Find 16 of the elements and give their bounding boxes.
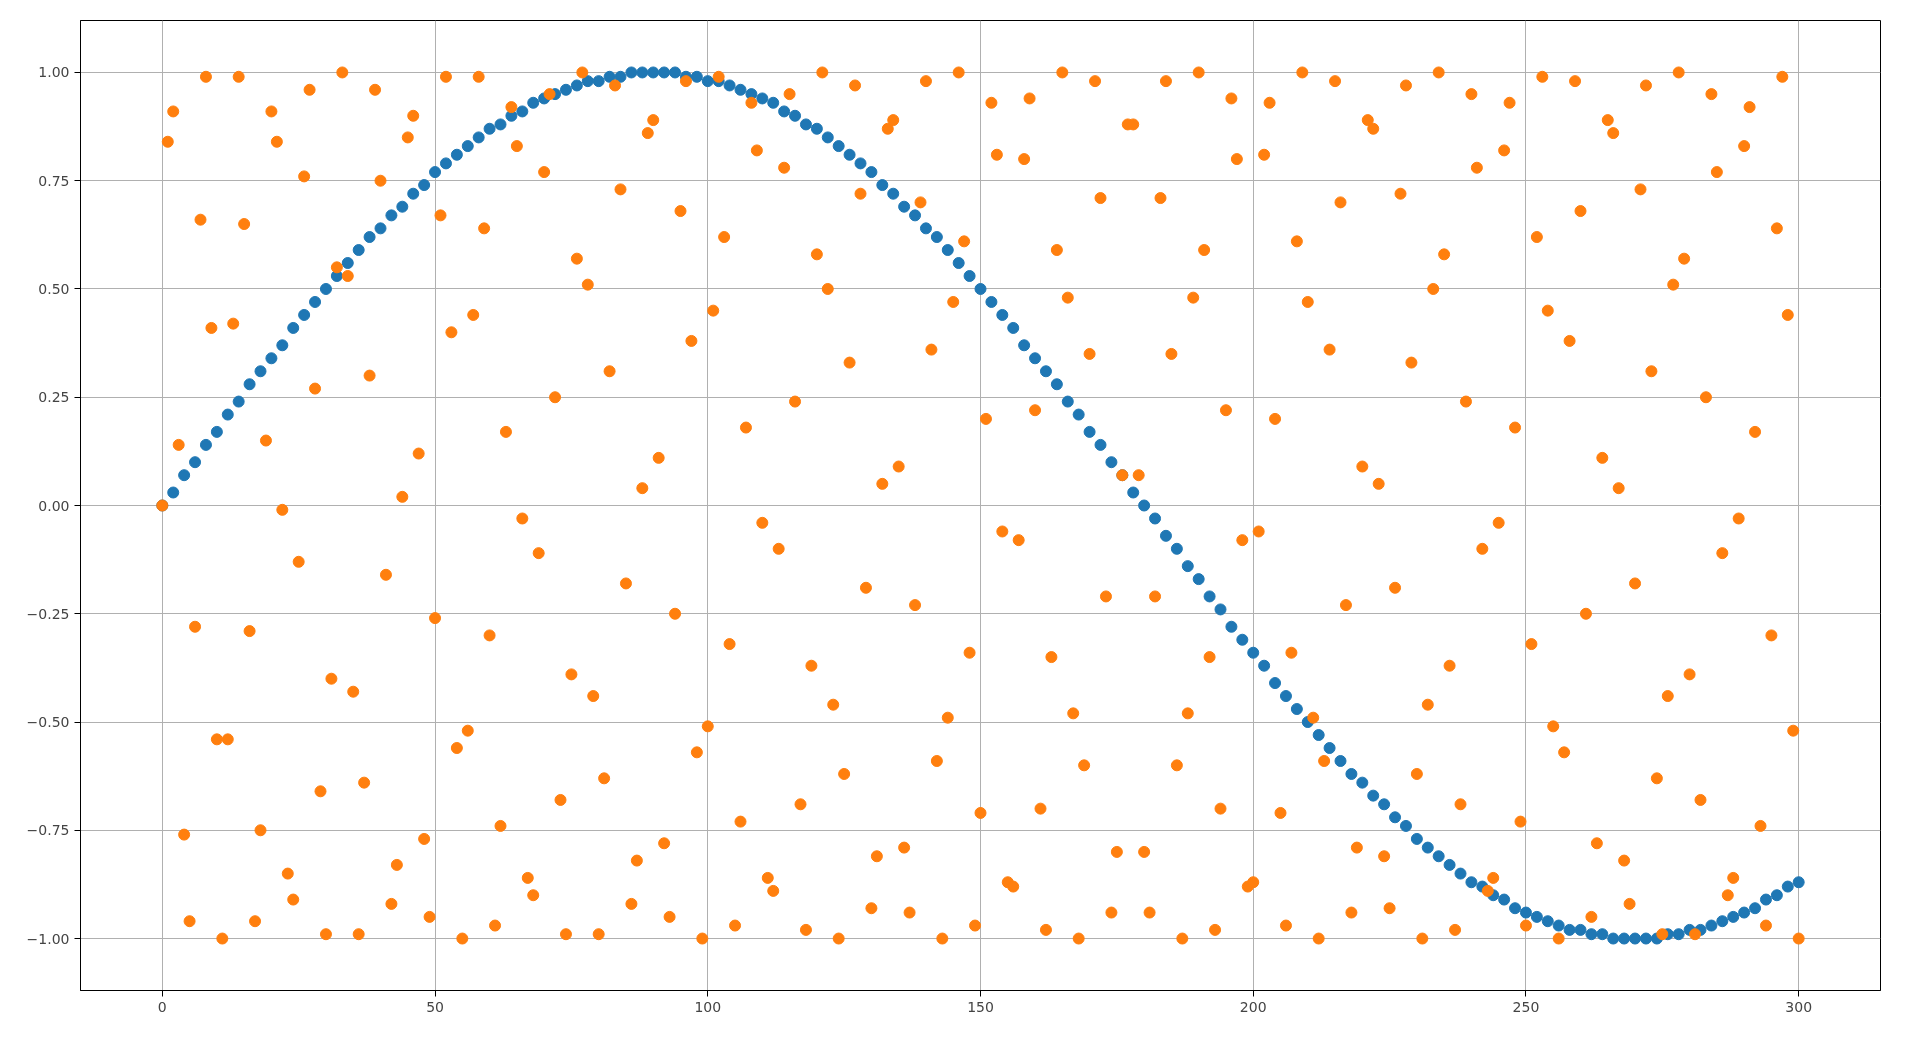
x-tick-label: 50 [426,998,444,1015]
y-tick-label: 0.00 [38,497,70,514]
y-tick-label: 0.50 [38,280,70,297]
y-tick-label: −0.75 [26,822,70,839]
x-tick-label: 250 [1512,998,1540,1015]
x-tick-label: 0 [157,998,167,1015]
x-tick-label: 200 [1239,998,1267,1015]
y-tick-label: 0.25 [38,389,70,406]
y-tick-label: 1.00 [38,64,70,81]
x-tick-label: 300 [1785,998,1813,1015]
x-tick-label: 100 [694,998,722,1015]
y-tick-label: −0.50 [26,714,70,731]
y-tick-label: 0.75 [38,172,70,189]
y-tick-label: −1.00 [26,930,70,947]
y-tick-label: −0.25 [26,605,70,622]
x-tick-label: 150 [967,998,994,1015]
